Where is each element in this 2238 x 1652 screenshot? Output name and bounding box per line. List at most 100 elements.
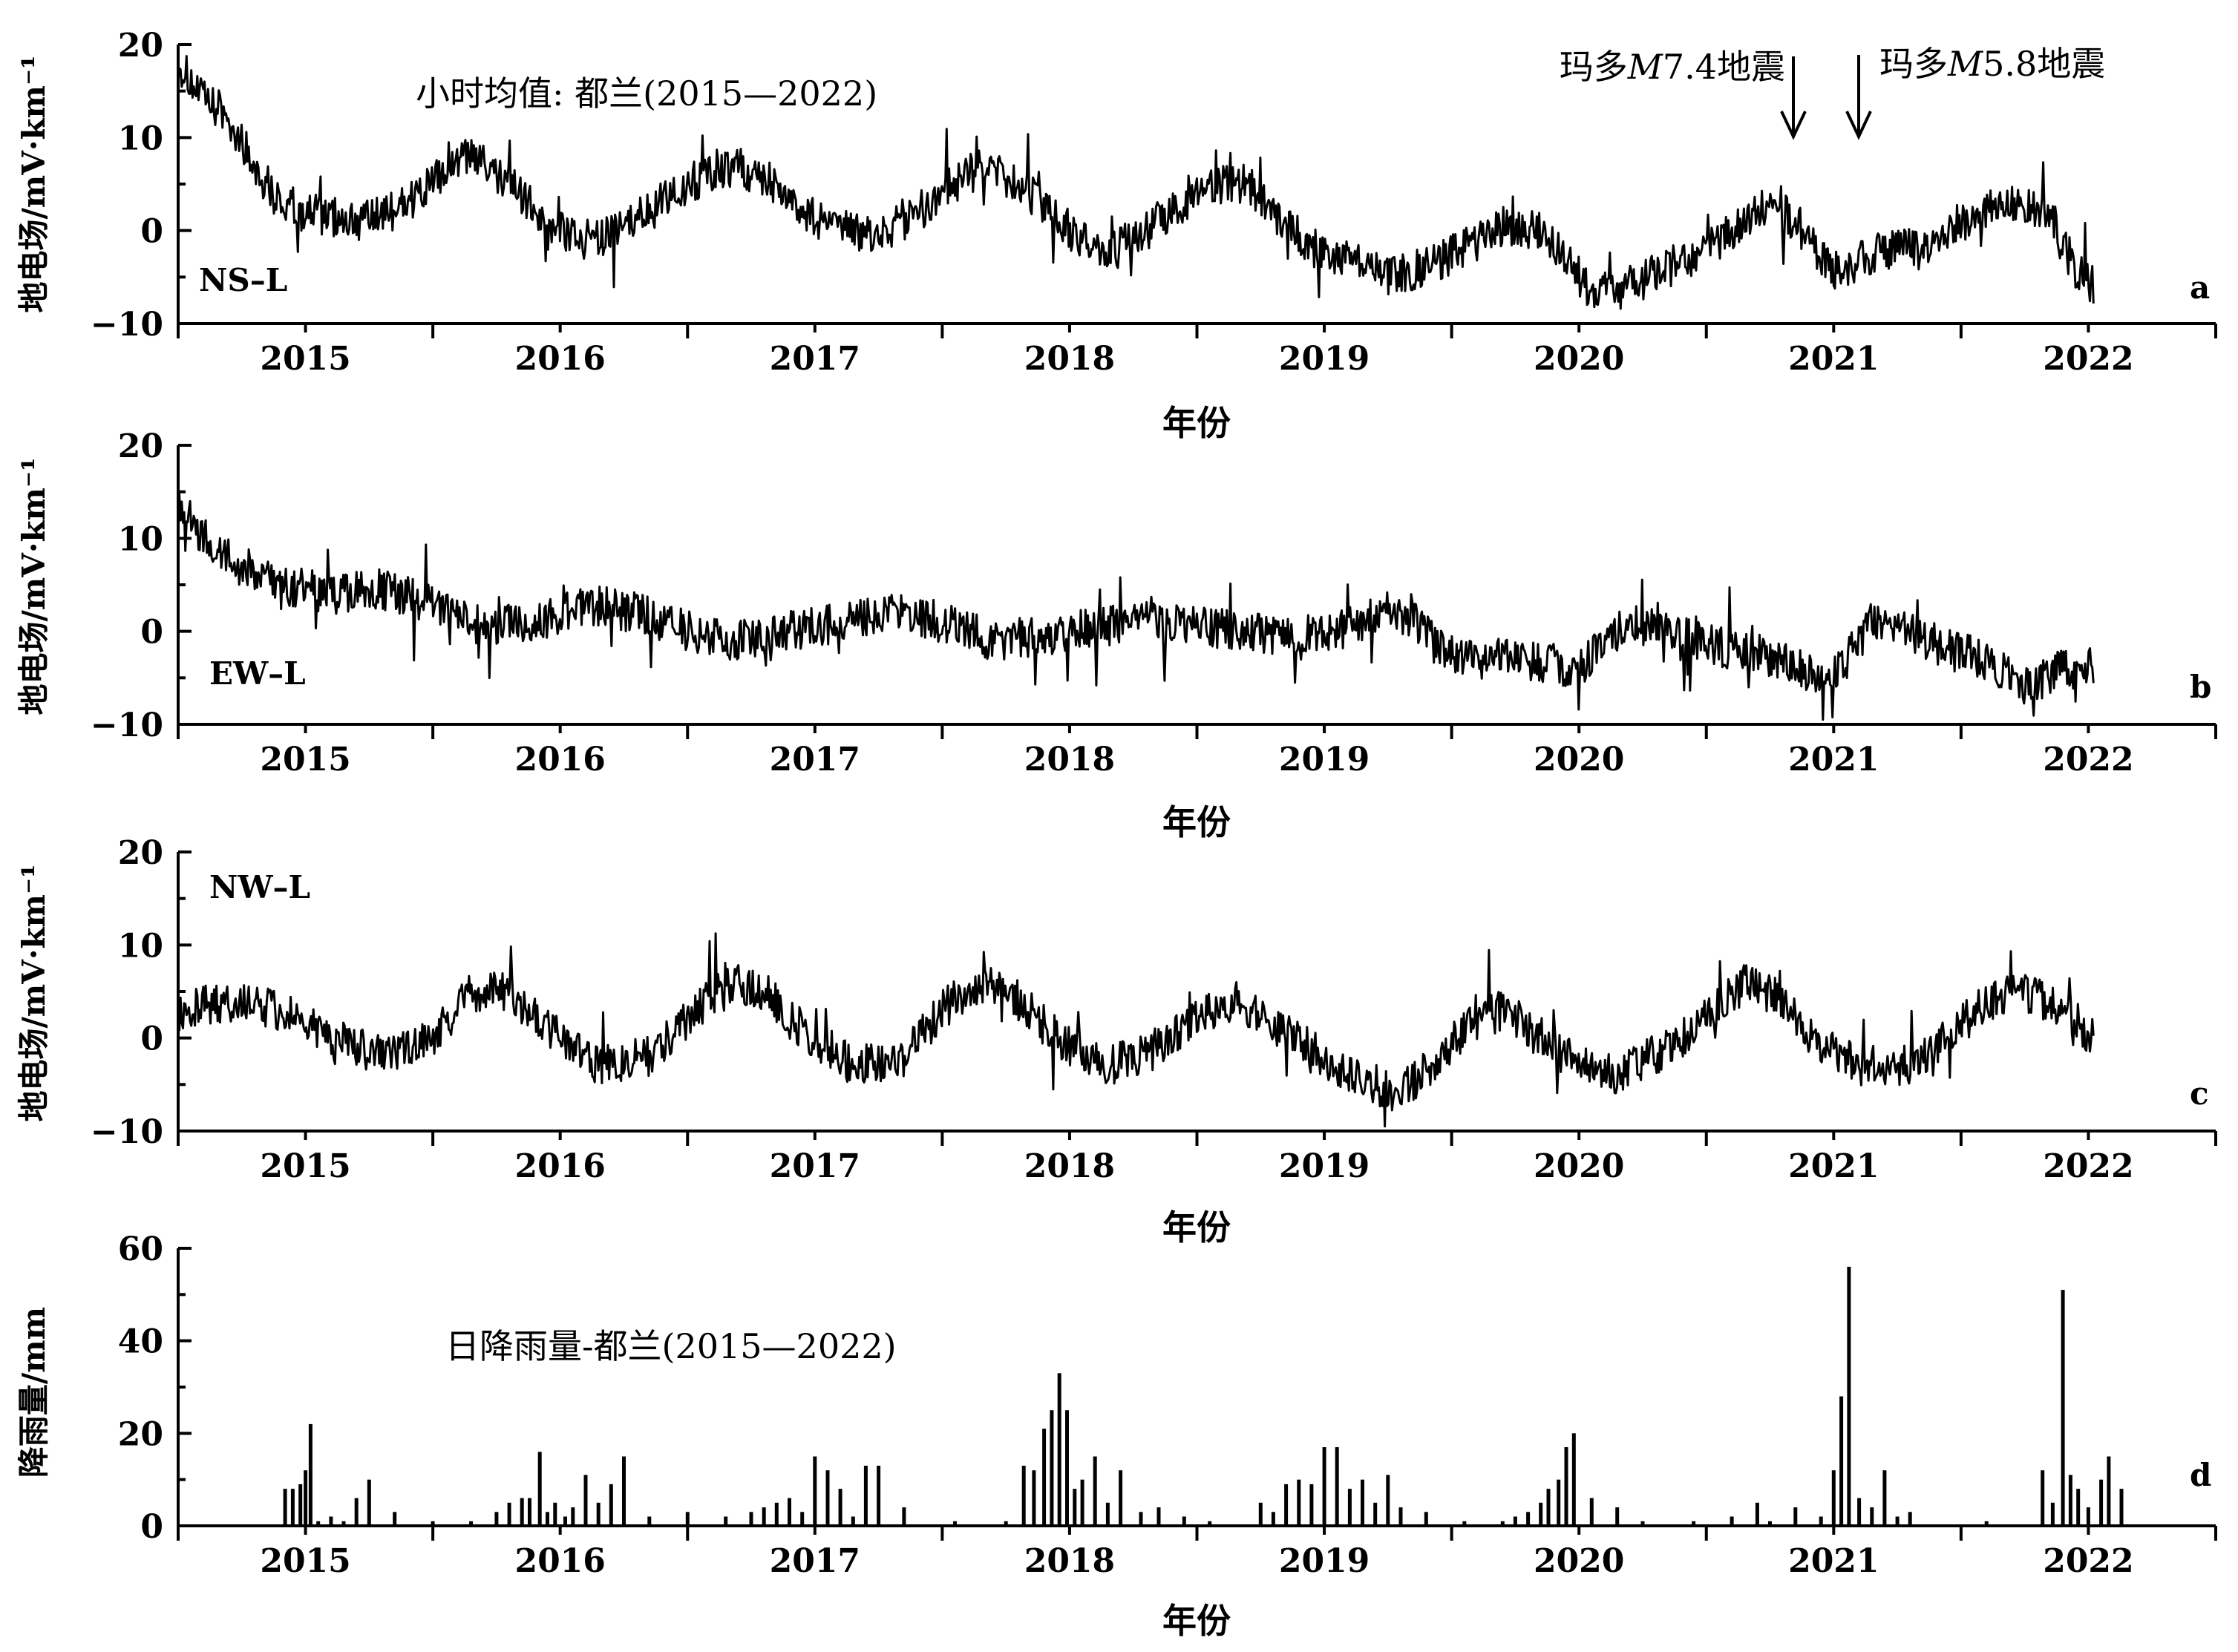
rain-bar [762,1507,766,1526]
panel-d-bars [283,1266,2124,1526]
eq-m74-suffix: 7.4地震 [1663,47,1785,87]
rain-bar [1755,1502,1759,1526]
rain-bar [1093,1456,1097,1526]
rain-bar [851,1516,855,1526]
eq-m58-suffix: 5.8地震 [1983,44,2105,84]
rain-bar [1895,1516,1900,1526]
rain-bar [749,1512,753,1526]
rain-bar [1513,1516,1517,1526]
rain-bar [1105,1502,1110,1526]
rain-bar [290,1489,295,1526]
rain-bar [953,1521,957,1526]
panel-c-series-label: NW–L [209,869,310,905]
panel-d-y-tick-label: 60 [118,1230,163,1268]
rain-bar [647,1516,652,1526]
panel-b-letter: b [2190,669,2211,705]
panel-c-xlabel: 年份 [1162,1207,1231,1248]
rain-bar [1424,1512,1428,1526]
rain-bar [1335,1447,1339,1526]
panel-a-y-tick-label: −10 [91,306,163,344]
rain-bar [1730,1516,1734,1526]
rain-bar [1615,1507,1620,1526]
panel-a-x-tick-label: 2016 [514,340,605,378]
rain-bar [1057,1373,1061,1526]
rain-bar [1073,1489,1077,1526]
rain-bar [494,1512,499,1526]
panel-c-y-tick-label: 0 [140,1020,163,1058]
rain-bar [2041,1470,2045,1526]
eq-annotation-m58: 玛多M5.8地震 [1879,44,2105,84]
rain-bar [2068,1475,2072,1526]
panel-b-x-tick-label: 2017 [770,741,860,779]
panel-a-x-tick-label: 2018 [1024,340,1115,378]
panel-a-ylabel: 地电场/mV·km⁻¹ [16,55,52,312]
rain-bar [1984,1521,1989,1526]
panel-c-ylabel: 地电场/mV·km⁻¹ [16,864,52,1121]
rain-bar [2061,1290,2065,1526]
panel-b-series-line [177,493,2095,721]
rain-bar [308,1423,313,1526]
rain-bar [1839,1396,1844,1526]
rain-bar [316,1521,321,1526]
eq-m58-prefix: 玛多 [1879,44,1948,84]
rain-bar [469,1521,474,1526]
panel-b-ylabel: 地电场/mV·km⁻¹ [16,457,52,715]
rain-bar [1271,1512,1275,1526]
panel-a-y-tick-label: 20 [118,27,163,65]
panel-d-ylabel: 降雨量/mm [16,1307,52,1478]
panel-b-series-label: EW–L [209,655,306,692]
rain-bar [1500,1521,1505,1526]
eq-m74-prefix: 玛多 [1560,47,1628,87]
panel-d-y-tick-label: 0 [140,1508,163,1546]
eq-annotation-m74: 玛多M7.4地震 [1560,47,1785,87]
panel-d-x-tick-label: 2018 [1024,1542,1115,1580]
panel-b-y-tick-label: 10 [118,520,163,558]
rain-bar [283,1489,287,1526]
rain-bar [1156,1507,1161,1526]
panel-a: 地电场/mV·km⁻¹ 20 10 0 −10 2015 2016 2017 2018 2019… [16,27,2217,443]
eq-m74-arrow-head [1780,111,1807,140]
rain-bar [1119,1470,1123,1526]
rain-bar [2076,1489,2081,1526]
rain-bar [1819,1516,1823,1526]
rain-bar [1462,1521,1467,1526]
eq-m74-mag: M [1627,47,1664,87]
rain-bar [1564,1447,1568,1526]
rain-bar [571,1507,575,1526]
panel-b-xlabel: 年份 [1162,802,1231,842]
rain-bar [609,1484,613,1526]
rain-bar [838,1489,842,1526]
rain-bar [546,1512,549,1526]
rain-bar [1208,1521,1212,1526]
rain-bar [1640,1521,1645,1526]
panel-b-x-tick-label: 2021 [1788,741,1879,779]
rain-bar [393,1512,397,1526]
panel-d-x-tick-label: 2019 [1279,1542,1370,1580]
panel-c-y-tick-label: 20 [118,834,163,872]
panel-d-y-tick-label: 20 [118,1415,163,1453]
rain-bar [2119,1489,2124,1526]
panel-d-x-tick-label: 2022 [2043,1542,2133,1580]
rain-bar [902,1507,906,1526]
rain-bar [507,1502,511,1526]
rain-bar [685,1512,690,1526]
panel-a-x-tick-label: 2020 [1534,340,1624,378]
rain-bar [1589,1498,1594,1526]
panel-b-x-tick-label: 2020 [1534,741,1624,779]
rain-bar [774,1502,779,1526]
panel-c-letter: c [2190,1075,2209,1112]
panel-a-title: 小时均值: 都兰(2015—2022) [416,73,877,114]
rain-bar [1882,1470,1887,1526]
rain-bar [1258,1502,1263,1526]
rain-bar [528,1498,531,1526]
rain-bar [1831,1470,1836,1526]
rain-bar [298,1484,303,1526]
panel-a-x-tick-label: 2022 [2043,340,2133,378]
panel-c-y-tick-label: −10 [91,1113,163,1151]
rain-bar [825,1470,830,1526]
panel-a-x-tick-label: 2015 [260,340,350,378]
rain-bar [1347,1489,1352,1526]
rain-bar [2099,1479,2104,1526]
rain-bar [1297,1479,1301,1526]
